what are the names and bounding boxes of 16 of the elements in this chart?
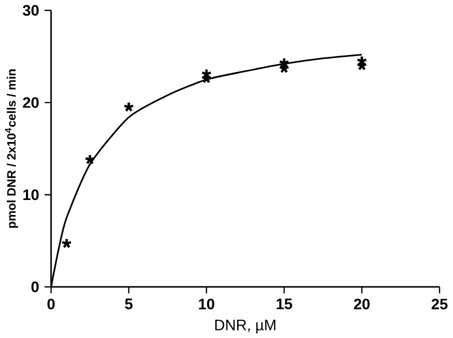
point: [61, 238, 72, 248]
point: [278, 56, 290, 68]
point: [123, 101, 134, 112]
x-tick-label: 5: [125, 298, 133, 310]
x-axis-title: DNR, µM: [215, 320, 276, 334]
x-tick-label: 15: [276, 298, 292, 310]
x-tick-label: 25: [432, 298, 448, 310]
x-tick-label: 10: [198, 298, 214, 310]
y-tick-label: 0: [31, 281, 39, 292]
y-tick-label: 20: [22, 97, 39, 108]
x-tick-label: 0: [47, 298, 55, 310]
y-axis-title: pmol DNR / 2x10$^{4}$cells / min: [5, 69, 18, 228]
y-tick-label: 10: [23, 189, 39, 200]
point: [84, 154, 96, 164]
x-tick-label: 20: [354, 298, 370, 310]
y-tick-label: 30: [22, 4, 39, 16]
